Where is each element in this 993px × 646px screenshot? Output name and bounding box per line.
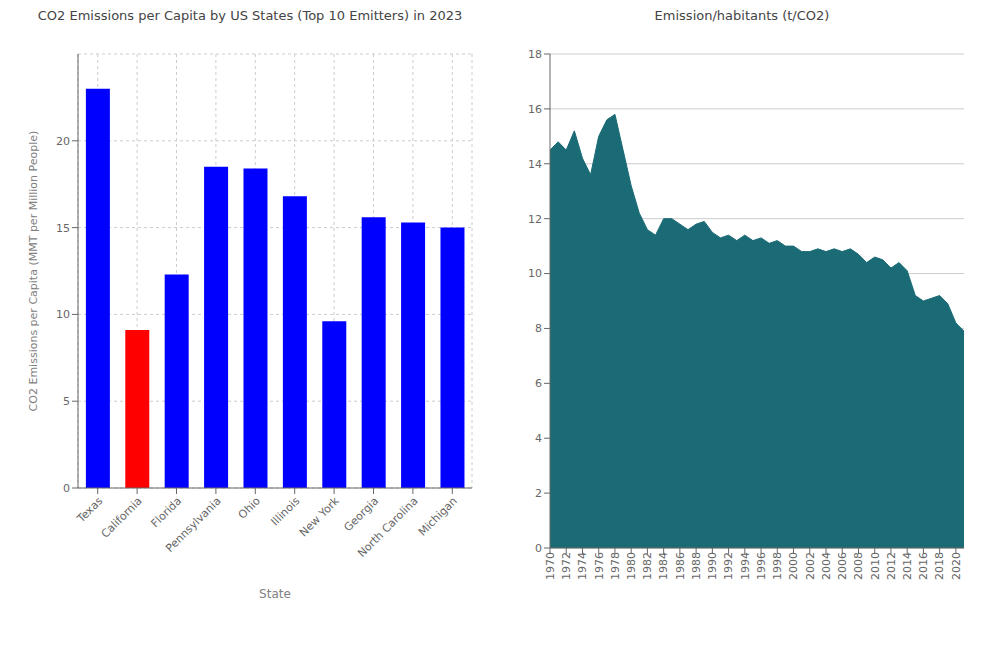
svg-text:18: 18 — [528, 48, 542, 61]
svg-text:1978: 1978 — [609, 552, 622, 580]
svg-text:2006: 2006 — [836, 552, 849, 580]
svg-text:1982: 1982 — [641, 552, 654, 580]
svg-text:Illinois: Illinois — [268, 494, 302, 528]
svg-text:1972: 1972 — [560, 552, 573, 580]
svg-text:Michigan: Michigan — [416, 494, 460, 538]
svg-text:0: 0 — [63, 482, 70, 495]
svg-text:5: 5 — [63, 395, 70, 408]
svg-text:1994: 1994 — [739, 552, 752, 580]
svg-text:2004: 2004 — [820, 552, 833, 580]
svg-text:New York: New York — [297, 494, 342, 539]
svg-text:Georgia: Georgia — [341, 494, 381, 534]
svg-text:Ohio: Ohio — [236, 494, 263, 521]
svg-text:2014: 2014 — [901, 552, 914, 580]
svg-text:8: 8 — [535, 322, 542, 335]
svg-text:1990: 1990 — [706, 552, 719, 580]
svg-text:1980: 1980 — [625, 552, 638, 580]
svg-text:1998: 1998 — [771, 552, 784, 580]
svg-text:2018: 2018 — [933, 552, 946, 580]
svg-text:16: 16 — [528, 103, 542, 116]
svg-text:2: 2 — [535, 487, 542, 500]
svg-text:1976: 1976 — [593, 552, 606, 580]
svg-text:10: 10 — [56, 308, 70, 321]
svg-text:California: California — [99, 494, 145, 540]
svg-text:Florida: Florida — [148, 494, 184, 530]
svg-text:2010: 2010 — [869, 552, 882, 580]
svg-text:20: 20 — [56, 135, 70, 148]
svg-text:2008: 2008 — [852, 552, 865, 580]
svg-text:1970: 1970 — [544, 552, 557, 580]
svg-text:2016: 2016 — [917, 552, 930, 580]
svg-text:1988: 1988 — [690, 552, 703, 580]
svg-text:14: 14 — [528, 158, 542, 171]
svg-text:Pennsylvania: Pennsylvania — [163, 494, 223, 554]
svg-text:6: 6 — [535, 377, 542, 390]
svg-text:1992: 1992 — [722, 552, 735, 580]
svg-text:North Carolina: North Carolina — [355, 494, 420, 559]
svg-text:1974: 1974 — [576, 552, 589, 580]
svg-text:State: State — [259, 587, 291, 601]
svg-text:1986: 1986 — [674, 552, 687, 580]
svg-text:2012: 2012 — [885, 552, 898, 580]
svg-text:1984: 1984 — [657, 552, 670, 580]
svg-text:15: 15 — [56, 222, 70, 235]
svg-text:4: 4 — [535, 432, 542, 445]
svg-text:Texas: Texas — [74, 494, 106, 526]
svg-text:CO2 Emissions per Capita (MMT: CO2 Emissions per Capita (MMT per Millio… — [27, 131, 40, 412]
html-text:CO2 Emissions per Capita by US: CO2 Emissions per Capita by US States (T… — [37, 8, 463, 23]
html-text:Emission/habitants (t/CO2): Emission/habitants (t/CO2) — [654, 8, 830, 23]
svg-text:10: 10 — [528, 267, 542, 280]
svg-text:2020: 2020 — [950, 552, 963, 580]
svg-text:1996: 1996 — [755, 552, 768, 580]
svg-text:12: 12 — [528, 213, 542, 226]
svg-text:0: 0 — [535, 542, 542, 555]
svg-text:2002: 2002 — [804, 552, 817, 580]
svg-text:2000: 2000 — [787, 552, 800, 580]
